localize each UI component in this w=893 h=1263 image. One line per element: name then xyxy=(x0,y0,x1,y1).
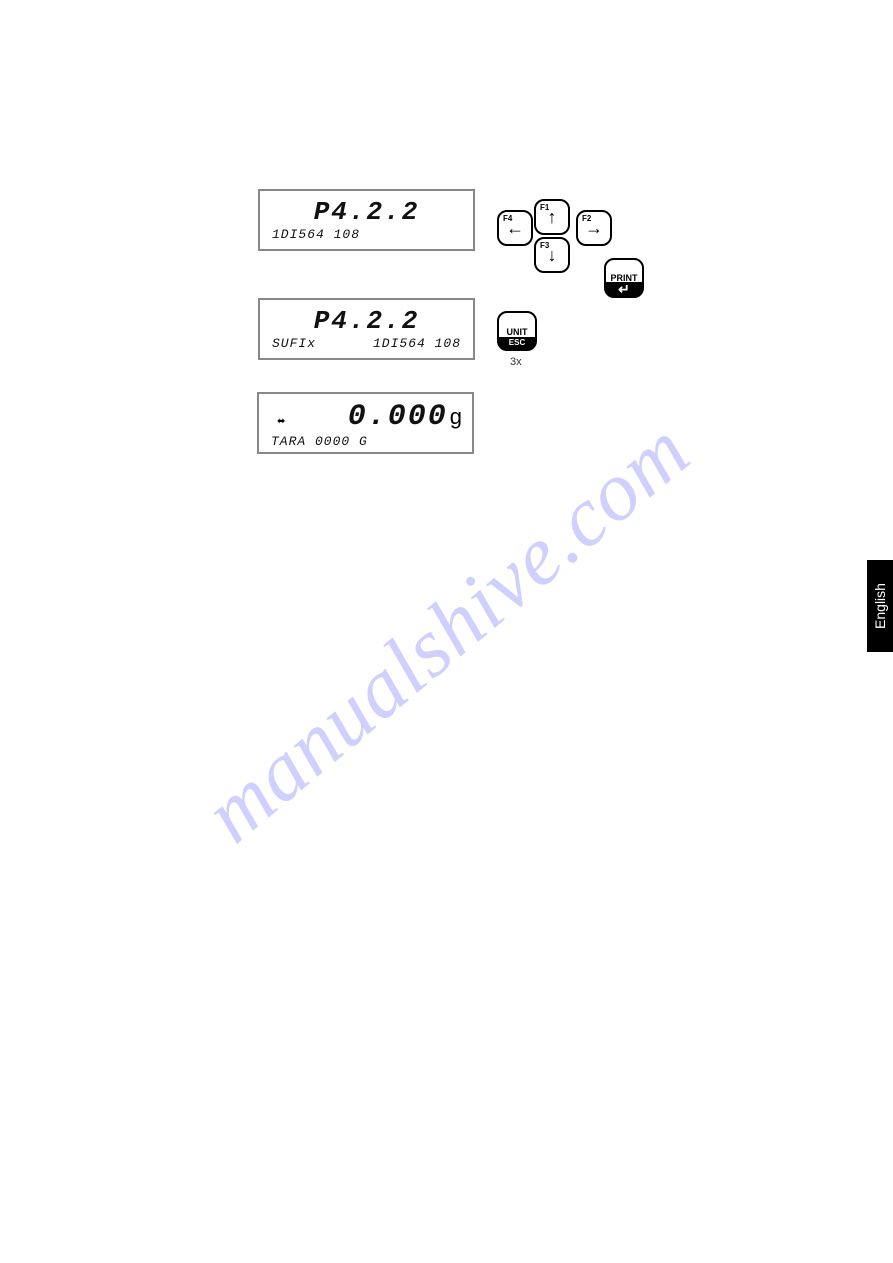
unit-caption: 3x xyxy=(510,356,522,368)
unit-esc-key[interactable]: UNIT ESC xyxy=(497,311,537,351)
f1-up-key[interactable]: F1 ↑ xyxy=(534,199,570,235)
lcd-display-2: P4.2.2 SUFIx 1DI564 108 xyxy=(258,298,475,360)
lcd3-value: 0.000 xyxy=(348,400,448,434)
stable-icon: ⬌ xyxy=(277,416,285,427)
f2-right-key[interactable]: F2 → xyxy=(576,210,612,246)
print-key[interactable]: PRINT ↵ xyxy=(604,258,644,298)
lcd3-unit: g xyxy=(450,404,462,430)
f4-left-key[interactable]: F4 ← xyxy=(497,210,533,246)
f1-label: F1 xyxy=(540,203,549,212)
f3-down-key[interactable]: F3 ↓ xyxy=(534,237,570,273)
language-label: English xyxy=(872,583,888,629)
f3-label: F3 xyxy=(540,241,549,250)
lcd2-sub-row: SUFIx 1DI564 108 xyxy=(270,336,463,353)
lcd-display-1: P4.2.2 1DI564 108 xyxy=(258,189,475,251)
language-tab[interactable]: English xyxy=(867,560,893,652)
lcd3-sub: TARA 0000 G xyxy=(269,434,462,451)
lcd3-value-row: ⬌ 0.000 g xyxy=(269,400,462,434)
lcd1-main: P4.2.2 xyxy=(270,197,463,227)
enter-icon: ↵ xyxy=(606,282,642,296)
f4-label: F4 xyxy=(503,214,512,223)
lcd2-sub-left: SUFIx xyxy=(272,336,316,351)
f2-label: F2 xyxy=(582,214,591,223)
esc-label: ESC xyxy=(499,337,535,349)
unit-label: UNIT xyxy=(507,327,528,337)
watermark-text: manualshive.com xyxy=(185,401,707,861)
lcd2-main: P4.2.2 xyxy=(270,306,463,336)
lcd-display-3: ⬌ 0.000 g TARA 0000 G xyxy=(257,392,474,454)
lcd2-sub-right: 1DI564 108 xyxy=(373,336,461,351)
lcd1-sub: 1DI564 108 xyxy=(270,227,463,244)
